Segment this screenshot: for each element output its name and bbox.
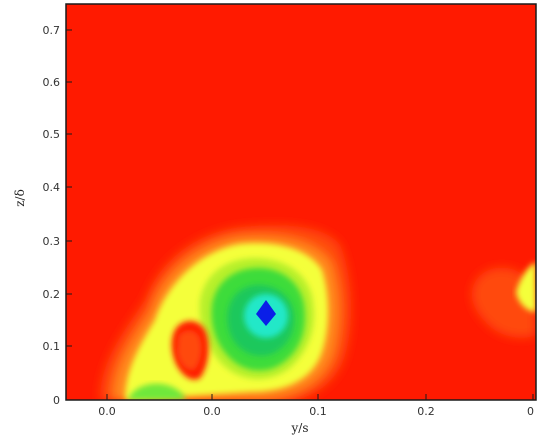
x-tick-label: 0.0 [98,405,116,418]
y-tick-label: 0.1 [43,340,61,353]
contour-bottom-green [128,383,186,400]
y-tick-label: 0.3 [43,235,61,248]
x-tick-label: 0.1 [309,405,327,418]
y-axis-label: z/δ [13,189,27,207]
y-tick-label: 0.5 [43,128,61,141]
x-axis-label: y/s [291,421,309,435]
y-tick-label: 0.2 [43,288,61,301]
x-tick-label: 0.0 [203,405,221,418]
x-axis: 0.0 0.0 0.1 0.2 0 [98,394,534,418]
y-tick-label: 0.6 [43,76,61,89]
y-tick-label: 0 [53,394,60,407]
contour-field [100,225,536,400]
y-axis: 0 0.1 0.2 0.3 0.4 0.5 0.6 0.7 [43,24,72,407]
contour-right-yellow [516,262,536,312]
y-tick-label: 0.4 [43,181,61,194]
x-tick-label: 0.2 [417,405,435,418]
vortex-core [256,300,276,326]
y-tick-label: 0.7 [43,24,61,37]
plot-frame [65,3,537,401]
contour-orange-pocket [177,330,202,371]
x-tick-label: 0 [527,405,534,418]
